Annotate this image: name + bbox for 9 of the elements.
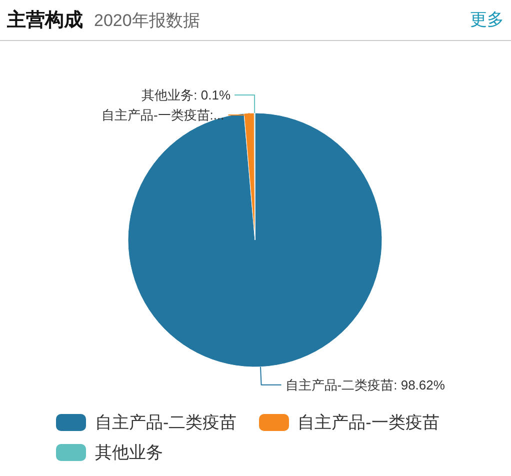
- legend-label: 其他业务: [95, 442, 163, 464]
- text: 更多: [470, 9, 504, 31]
- legend-label: 自主产品-二类疫苗: [95, 412, 237, 434]
- data-label: 其他业务: 0.1%: [142, 88, 231, 102]
- data-label: 自主产品-一类疫苗:...: [101, 108, 224, 122]
- chart-subtitle: 2020年报数据: [94, 10, 200, 32]
- legend-label: 自主产品-一类疫苗: [298, 412, 440, 434]
- data-label: 自主产品-二类疫苗: 98.62%: [285, 377, 446, 392]
- chart-title: 主营构成: [7, 8, 83, 33]
